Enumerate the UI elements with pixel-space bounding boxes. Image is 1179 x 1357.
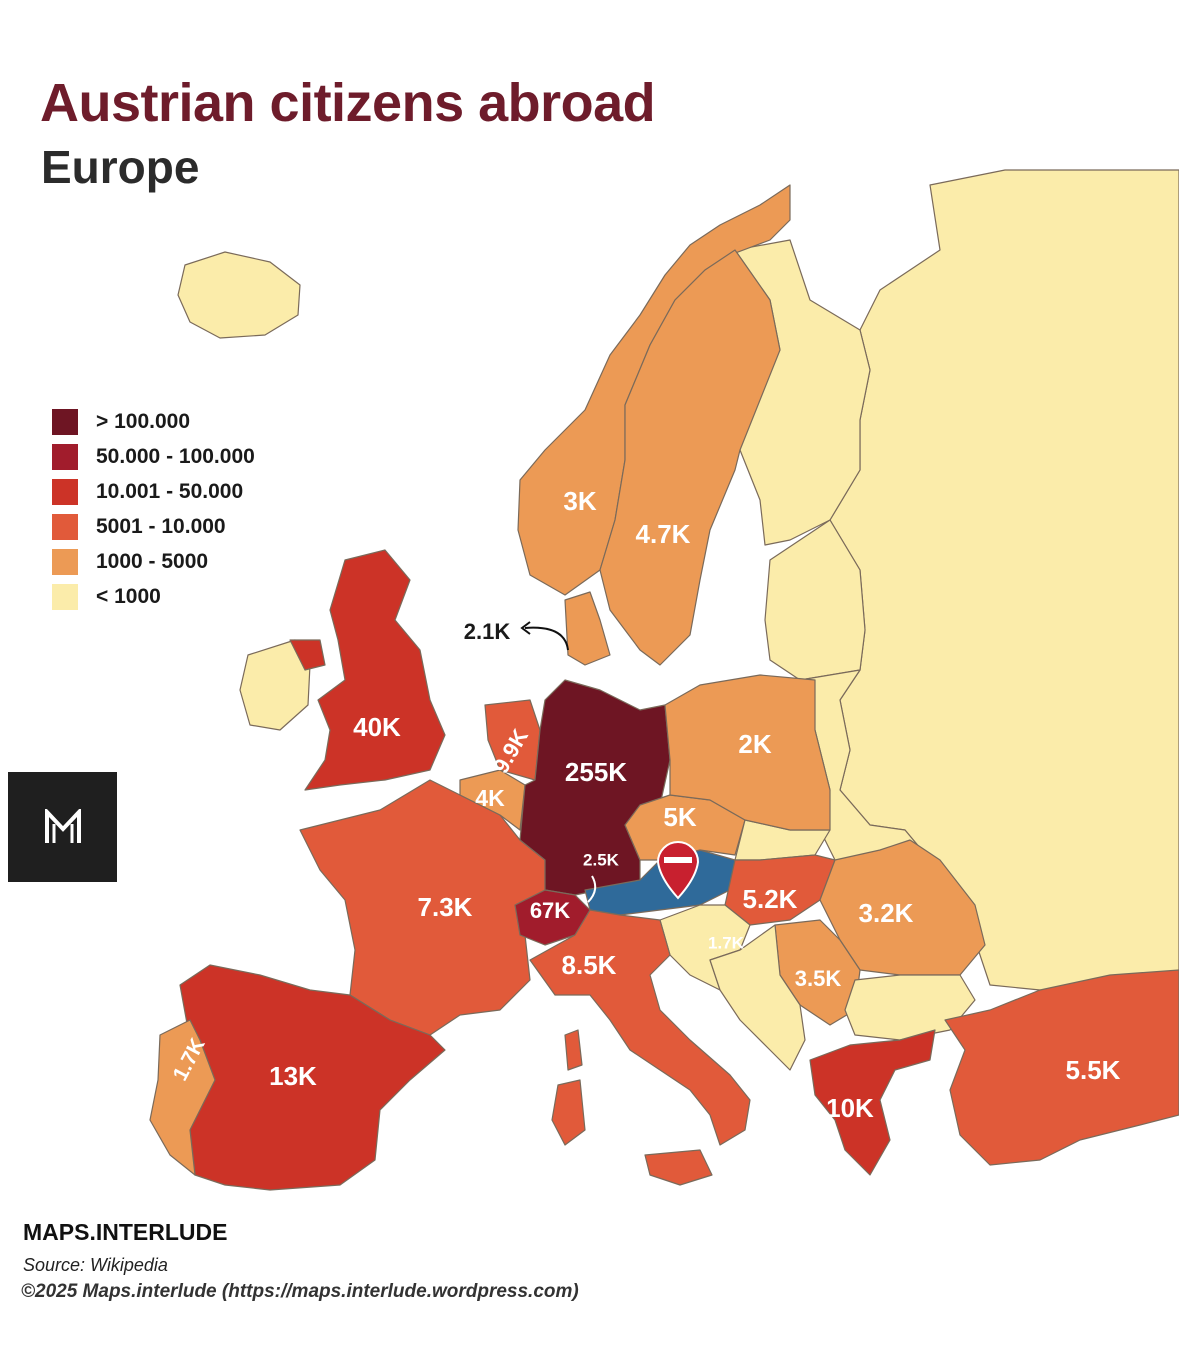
legend-swatch: [52, 513, 78, 540]
legend-item: 10.001 - 50.000: [52, 474, 255, 509]
denmark-arrow: [524, 626, 569, 651]
legend-item: 50.000 - 100.000: [52, 439, 255, 474]
label-poland: 2K: [738, 729, 771, 759]
label-norway: 3K: [563, 486, 596, 516]
label-uk: 40K: [353, 712, 401, 742]
region-balkans-west: [709, 924, 806, 1071]
footer-copyright: ©2025 Maps.interlude (https://maps.inter…: [21, 1281, 579, 1302]
legend-item: < 1000: [52, 579, 255, 614]
region-uk: [304, 549, 446, 791]
label-croatia: 1.7K: [708, 933, 745, 952]
map-title: Austrian citizens abroad: [40, 73, 656, 133]
legend-swatch: [52, 583, 78, 610]
legend-swatch: [52, 548, 78, 575]
label-romania: 3.2K: [859, 898, 914, 928]
legend-label: 5001 - 10.000: [96, 514, 226, 538]
footer-source: Source: Wikipedia: [23, 1255, 168, 1275]
region-portugal: [149, 1019, 216, 1176]
legend-item: 1000 - 5000: [52, 544, 255, 579]
legend-label: 10.001 - 50.000: [96, 479, 244, 503]
footer-brand: MAPS.INTERLUDE: [23, 1219, 228, 1245]
region-sweden: [599, 249, 781, 666]
legend-label: 50.000 - 100.000: [96, 444, 255, 468]
label-greece: 10K: [826, 1093, 874, 1123]
m-logo-icon: [44, 809, 81, 843]
region-corsica: [564, 1029, 583, 1071]
legend-label: < 1000: [96, 584, 161, 608]
legend-swatch: [52, 478, 78, 505]
denmark-arrow-head: [520, 621, 531, 635]
label-czechia: 5K: [663, 802, 696, 832]
region-denmark: [564, 591, 611, 666]
label-hungary: 5.2K: [743, 884, 798, 914]
region-sicily: [644, 1149, 713, 1186]
label-belgium: 4K: [475, 785, 505, 811]
region-iceland: [177, 251, 301, 339]
legend-item: 5001 - 10.000: [52, 509, 255, 544]
label-spain: 13K: [269, 1061, 317, 1091]
label-sweden: 4.7K: [636, 519, 691, 549]
map-subtitle: Europe: [41, 141, 200, 193]
maps-interlude-m-logo: [8, 772, 117, 882]
region-france: [299, 779, 546, 1036]
region-northern-ireland: [289, 639, 326, 671]
label-italy: 8.5K: [562, 950, 617, 980]
region-romania: [819, 839, 986, 976]
legend-swatch: [52, 408, 78, 435]
legend: > 100.000 50.000 - 100.000 10.001 - 50.0…: [52, 404, 255, 614]
austria-flag-pin-icon: [656, 841, 700, 900]
region-italy: [529, 909, 751, 1146]
label-switzerland: 67K: [530, 898, 570, 923]
region-turkey: [944, 969, 1179, 1166]
label-germany: 255K: [565, 757, 627, 787]
legend-item: > 100.000: [52, 404, 255, 439]
region-bulgaria: [844, 974, 976, 1041]
label-turkey: 5.5K: [1066, 1055, 1121, 1085]
region-greece: [809, 1029, 936, 1176]
legend-swatch: [52, 443, 78, 470]
region-poland: [664, 674, 831, 831]
legend-label: > 100.000: [96, 409, 191, 433]
label-liechtenstein: 2.5K: [583, 850, 620, 869]
label-france: 7.3K: [418, 892, 473, 922]
legend-label: 1000 - 5000: [96, 549, 209, 573]
liechtenstein-arrow: [587, 875, 597, 903]
label-denmark: 2.1K: [464, 619, 511, 644]
region-sardinia: [551, 1079, 586, 1146]
label-serbia: 3.5K: [795, 966, 842, 991]
